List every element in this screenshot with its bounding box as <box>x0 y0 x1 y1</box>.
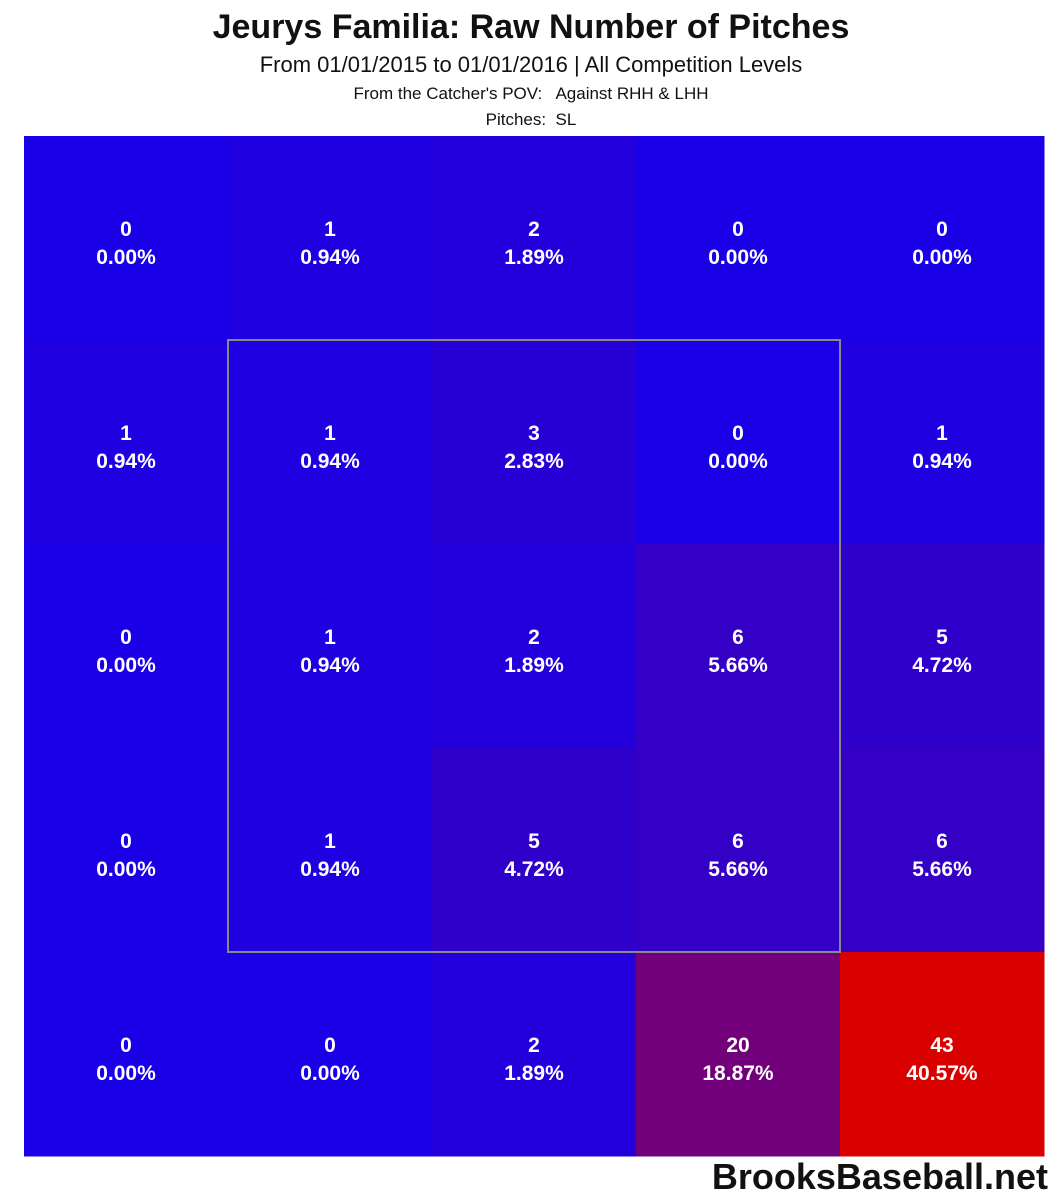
heatmap-cell <box>432 136 637 341</box>
cell-percent-label: 4.72% <box>912 654 972 677</box>
cell-percent-label: 0.00% <box>300 1062 360 1085</box>
heatmap-cell <box>636 340 841 545</box>
heatmap-cell <box>636 748 841 953</box>
cell-percent-label: 0.00% <box>96 246 156 269</box>
cell-count-label: 0 <box>120 218 132 241</box>
heatmap-cell <box>432 544 637 749</box>
cell-percent-label: 0.94% <box>300 858 360 881</box>
strike-zone-outline <box>227 339 841 953</box>
cell-percent-label: 2.83% <box>504 450 564 473</box>
heatmap-cell <box>432 952 637 1157</box>
heatmap-cell <box>840 952 1045 1157</box>
cell-count-label: 1 <box>324 830 336 853</box>
heatmap-cell <box>24 544 229 749</box>
cell-percent-label: 0.00% <box>96 858 156 881</box>
heatmap-cell <box>432 340 637 545</box>
chart-title: Jeurys Familia: Raw Number of Pitches <box>212 8 850 46</box>
heatmap-cell <box>228 748 433 953</box>
cell-percent-label: 1.89% <box>504 654 564 677</box>
cell-count-label: 5 <box>936 626 948 649</box>
pitches-line: Pitches: SL <box>485 110 577 129</box>
pov-line: From the Catcher's POV: Against RHH & LH… <box>353 84 709 103</box>
heatmap-cell <box>24 340 229 545</box>
cell-count-label: 6 <box>732 626 744 649</box>
cell-count-label: 0 <box>936 218 948 241</box>
cell-count-label: 1 <box>324 626 336 649</box>
heatmap-cell <box>840 748 1045 953</box>
heatmap-cell <box>636 952 841 1157</box>
cell-count-label: 0 <box>732 218 744 241</box>
cell-percent-label: 0.00% <box>912 246 972 269</box>
cell-count-label: 2 <box>528 218 540 241</box>
cell-percent-label: 0.94% <box>96 450 156 473</box>
heatmap-cell <box>840 340 1045 545</box>
cell-count-label: 1 <box>324 422 336 445</box>
heatmap-cell <box>24 952 229 1157</box>
heatmap-cell <box>24 748 229 953</box>
cell-count-label: 5 <box>528 830 540 853</box>
cell-percent-label: 4.72% <box>504 858 564 881</box>
heatmap-cell <box>24 136 229 341</box>
heatmap-cell <box>636 544 841 749</box>
watermark: BrooksBaseball.net <box>711 1156 1048 1197</box>
cell-count-label: 2 <box>528 1034 540 1057</box>
cell-count-label: 43 <box>930 1034 953 1057</box>
heatmap-cell <box>228 544 433 749</box>
cell-count-label: 0 <box>120 1034 132 1057</box>
cell-count-label: 0 <box>732 422 744 445</box>
heatmap-cell <box>840 136 1045 341</box>
chart-subtitle: From 01/01/2015 to 01/01/2016 | All Comp… <box>259 52 803 77</box>
cell-percent-label: 0.00% <box>708 246 768 269</box>
cell-percent-label: 0.00% <box>96 654 156 677</box>
heatmap-cell <box>840 544 1045 749</box>
cell-percent-label: 0.94% <box>300 654 360 677</box>
cell-count-label: 2 <box>528 626 540 649</box>
cell-percent-label: 0.94% <box>300 450 360 473</box>
cell-count-label: 6 <box>732 830 744 853</box>
cell-count-label: 20 <box>726 1034 749 1057</box>
cell-percent-label: 1.89% <box>504 246 564 269</box>
heatmap-cell <box>228 136 433 341</box>
cell-count-label: 0 <box>120 830 132 853</box>
heatmap-cell <box>636 136 841 341</box>
heatmap-cell <box>432 748 637 953</box>
cell-count-label: 0 <box>324 1034 336 1057</box>
heatmap-cell <box>228 952 433 1157</box>
cell-percent-label: 0.00% <box>708 450 768 473</box>
cell-count-label: 1 <box>324 218 336 241</box>
cell-count-label: 6 <box>936 830 948 853</box>
cell-percent-label: 5.66% <box>912 858 972 881</box>
cell-percent-label: 0.94% <box>912 450 972 473</box>
cell-percent-label: 0.00% <box>96 1062 156 1085</box>
cell-percent-label: 5.66% <box>708 858 768 881</box>
cell-count-label: 1 <box>936 422 948 445</box>
cell-percent-label: 5.66% <box>708 654 768 677</box>
cell-percent-label: 1.89% <box>504 1062 564 1085</box>
cell-percent-label: 0.94% <box>300 246 360 269</box>
heatmap-cell <box>228 340 433 545</box>
cell-count-label: 0 <box>120 626 132 649</box>
cell-percent-label: 18.87% <box>702 1062 774 1085</box>
cell-count-label: 1 <box>120 422 132 445</box>
cell-count-label: 3 <box>528 422 540 445</box>
cell-percent-label: 40.57% <box>906 1062 978 1085</box>
